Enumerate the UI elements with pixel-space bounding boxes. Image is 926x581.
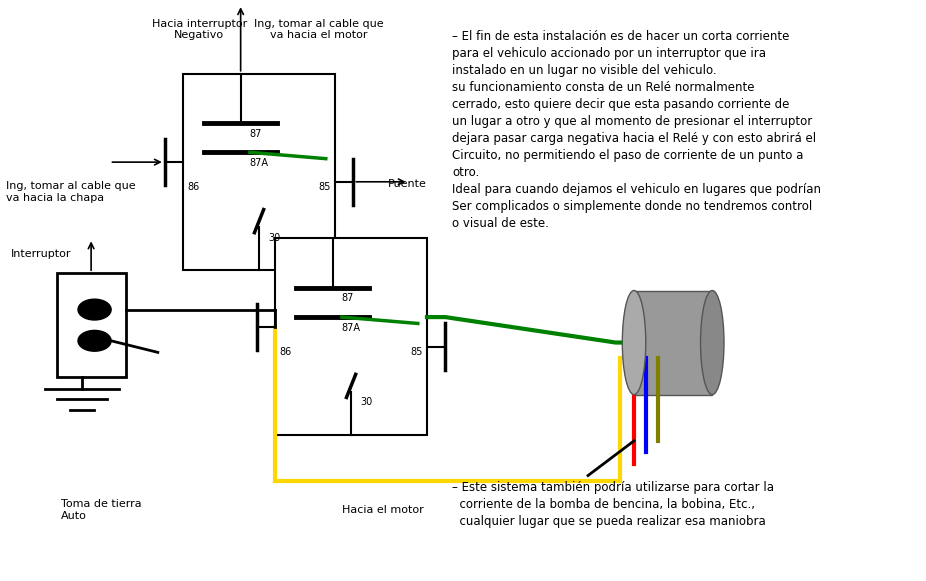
Text: 87: 87 [342,293,355,303]
Bar [56,273,126,377]
Circle shape [78,331,111,351]
Text: Hacia interruptor
Negativo: Hacia interruptor Negativo [152,19,247,40]
Circle shape [78,299,111,320]
Text: 30: 30 [269,232,281,243]
Text: 87A: 87A [250,158,269,168]
Text: – Este sistema también podría utilizarse para cortar la
  corriente de la bomba : – Este sistema también podría utilizarse… [452,481,774,528]
Text: Hacia el motor: Hacia el motor [342,505,423,515]
Text: Toma de tierra
Auto: Toma de tierra Auto [61,500,142,521]
Text: 86: 86 [280,347,292,357]
Bar [634,290,712,394]
Text: Ing, tomar al cable que
va hacia la chapa: Ing, tomar al cable que va hacia la chap… [6,181,135,203]
Bar [275,238,427,435]
Text: 85: 85 [410,347,422,357]
Text: 86: 86 [188,182,200,192]
Text: 87A: 87A [342,323,361,333]
Text: 85: 85 [318,182,331,192]
Text: Puente: Puente [388,178,427,188]
Text: Interruptor: Interruptor [10,249,71,259]
Ellipse shape [701,290,724,394]
Text: 87: 87 [250,128,262,139]
Text: Ing, tomar al cable que
va hacia el motor: Ing, tomar al cable que va hacia el moto… [254,19,383,40]
Bar [183,74,335,270]
Text: – El fin de esta instalación es de hacer un corta corriente
para el vehiculo acc: – El fin de esta instalación es de hacer… [452,30,821,230]
Text: 30: 30 [360,397,372,407]
Ellipse shape [622,290,645,394]
